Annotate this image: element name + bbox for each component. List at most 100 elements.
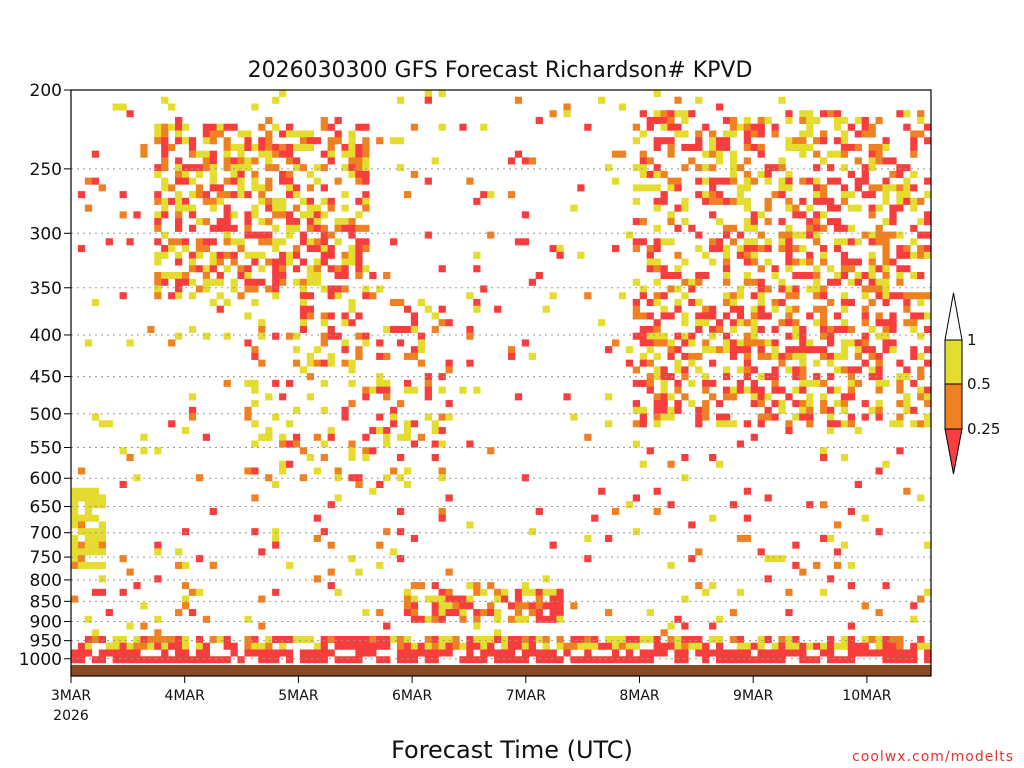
ri-cell [792,366,800,374]
ri-cell [764,555,772,563]
ri-cell [507,352,516,360]
ri-cell [570,656,578,664]
ri-cell [272,541,280,549]
ri-cell [473,656,481,664]
ri-cell [722,231,731,239]
ri-cell [383,440,391,448]
ri-cell [286,420,294,428]
ri-cell [355,245,363,253]
ri-cell [820,245,828,253]
ri-cell [175,137,183,145]
ri-cell [348,218,356,226]
ri-cell [833,656,842,664]
ri-cell [410,420,419,428]
ri-cell [202,278,211,286]
ri-cell [771,386,779,394]
ri-cell [528,528,536,536]
ri-cell [528,636,536,644]
ri-cell [501,642,509,650]
ri-cell [653,110,661,118]
ri-cell [216,184,224,192]
ri-cell [778,157,786,165]
ri-cell [695,137,703,145]
ri-cell [355,150,363,158]
ri-cell [126,656,134,664]
ri-cell [403,588,412,596]
ri-cell [806,251,814,259]
ri-cell [376,386,384,394]
ri-cell [820,285,828,293]
ri-cell [896,636,904,644]
ri-cell [514,150,523,158]
ri-cell [154,224,162,232]
ri-cell [320,656,328,664]
ri-cell [251,494,259,502]
ri-cell [785,642,793,650]
ri-cell [861,231,869,239]
ri-cell [556,636,564,644]
ri-cell [924,211,932,219]
ri-cell [709,184,717,192]
ri-cell [757,636,765,644]
ri-cell [175,636,183,644]
ri-cell [272,123,280,131]
ri-cell [299,231,308,239]
ri-cell [722,366,731,374]
ri-cell [625,231,634,239]
ri-cell [292,332,301,340]
ri-cell [306,197,315,205]
ri-cell [750,143,758,151]
ri-cell [695,298,703,307]
ri-cell [438,467,446,475]
ri-cell [445,413,453,421]
ri-cell [577,251,585,259]
ri-cell [202,157,211,165]
ri-cell [660,413,668,421]
ri-cell [771,305,779,313]
ri-cell [854,116,862,124]
ri-cell [722,332,731,340]
ri-cell [674,332,682,340]
ri-cell [889,204,897,212]
ri-cell [140,642,148,650]
ri-cell [632,238,641,246]
ri-cell [306,393,315,401]
ri-cell [632,123,641,131]
ri-cell [230,224,238,232]
ri-cell [875,366,883,374]
ri-cell [736,191,745,199]
ri-cell [785,245,793,253]
ri-cell [279,258,287,266]
ri-cell [639,339,647,347]
ri-cell [209,204,217,212]
ri-cell [667,137,675,145]
ri-cell [639,636,647,644]
ri-cell [507,649,516,657]
ri-cell [77,494,86,502]
ri-cell [882,319,890,327]
ri-cell [286,123,294,131]
ri-cell [181,561,190,569]
ri-cell [320,251,328,259]
ri-cell [584,123,592,131]
ri-cell [119,103,127,111]
ri-cell [327,292,335,300]
ri-cell [126,454,134,462]
ri-cell [265,433,273,441]
ri-cell [487,649,495,657]
ri-cell [237,143,245,151]
ri-cell [709,238,717,246]
ri-cell [424,393,432,401]
ri-cell [729,292,738,300]
ri-cell [896,204,904,212]
ri-cell [251,346,259,354]
ri-cell [681,143,689,151]
ri-cell [778,352,786,360]
ri-cell [410,642,419,650]
ri-cell [605,164,613,172]
ri-cell [910,197,918,205]
ri-cell [875,609,883,617]
ri-cell [91,561,100,569]
ri-cell [660,642,668,650]
ri-cell [813,285,821,293]
